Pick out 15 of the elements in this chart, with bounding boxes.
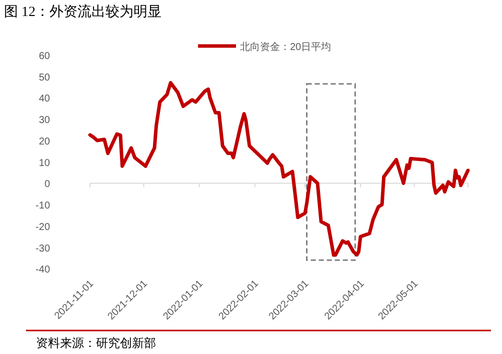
line-series — [88, 81, 470, 257]
y-tick-label: -30 — [36, 243, 50, 254]
y-tick-label: 50 — [38, 72, 50, 84]
y-tick-label: 30 — [38, 115, 50, 126]
y-tick-label: -20 — [36, 222, 50, 233]
chart-title: 图 12：外资流出较为明显 — [4, 4, 162, 20]
y-tick-label: 60 — [38, 51, 50, 62]
y-tick-label: 20 — [38, 136, 50, 148]
y-tick-label: -40 — [36, 264, 50, 276]
legend-label: 北向资金：20日平均 — [240, 41, 332, 53]
y-tick-label: 10 — [38, 158, 50, 169]
y-tick-label: 0 — [44, 179, 50, 190]
y-tick-label: -10 — [36, 200, 50, 212]
y-tick-label: 40 — [38, 94, 50, 105]
text: 资料来源：研究创新部 — [36, 336, 156, 350]
